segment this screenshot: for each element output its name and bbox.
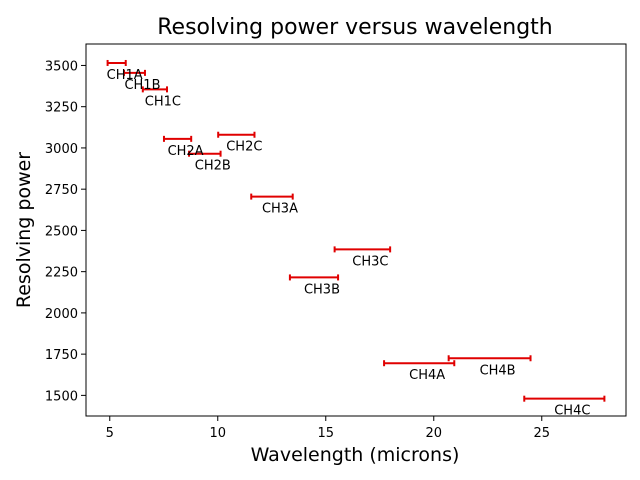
band-ch2c — [217, 131, 256, 138]
band-label: CH3B — [304, 282, 340, 297]
y-tick-label: 3500 — [45, 59, 78, 74]
y-tick-label: 1500 — [45, 389, 78, 404]
y-tick-label: 2750 — [45, 183, 78, 198]
x-tick-label: 5 — [106, 426, 114, 441]
y-tick-label: 3250 — [45, 101, 78, 116]
x-tick-label: 15 — [317, 426, 334, 441]
chart-title: Resolving power versus wavelength — [157, 15, 553, 40]
y-ticks: 1500 1750 2000 2250 2500 2750 3000 3250 3500 — [45, 59, 86, 404]
band-ch4c — [523, 395, 606, 402]
band-ch1c — [141, 86, 168, 93]
band-ch4a — [383, 360, 456, 367]
band-label: CH1A — [107, 68, 143, 83]
band-label: CH2A — [168, 144, 204, 159]
band-label: CH1C — [145, 94, 181, 109]
y-axis-title: Resolving power — [13, 152, 35, 308]
bands-layer — [106, 59, 606, 402]
band-label: CH4C — [554, 404, 590, 419]
band-ch1a — [106, 59, 127, 66]
y-tick-label: 2500 — [45, 224, 78, 239]
band-label: CH2B — [195, 159, 231, 174]
band-label: CH4A — [409, 368, 445, 383]
band-ch3b — [288, 274, 340, 281]
band-ch3c — [333, 246, 392, 253]
band-label: CH4B — [480, 363, 516, 378]
band-ch1b — [123, 69, 146, 76]
x-axis-title: Wavelength (microns) — [251, 444, 460, 466]
x-tick-label: 20 — [425, 426, 442, 441]
y-tick-label: 2000 — [45, 307, 78, 322]
band-label: CH3A — [262, 202, 298, 217]
band-ch3a — [250, 193, 294, 200]
band-ch4b — [447, 355, 532, 362]
band-ch2b — [188, 150, 222, 157]
band-ch2a — [162, 135, 193, 142]
band-label: CH3C — [352, 254, 388, 269]
y-tick-label: 3000 — [45, 142, 78, 157]
plot-frame — [85, 43, 627, 417]
band-label: CH1B — [124, 78, 160, 93]
y-tick-label: 2250 — [45, 266, 78, 281]
y-tick-label: 1750 — [45, 348, 78, 363]
band-label: CH2C — [226, 140, 262, 155]
x-tick-label: 10 — [209, 426, 226, 441]
x-tick-label: 25 — [533, 426, 550, 441]
x-ticks: 5 10 15 20 25 — [106, 416, 550, 441]
